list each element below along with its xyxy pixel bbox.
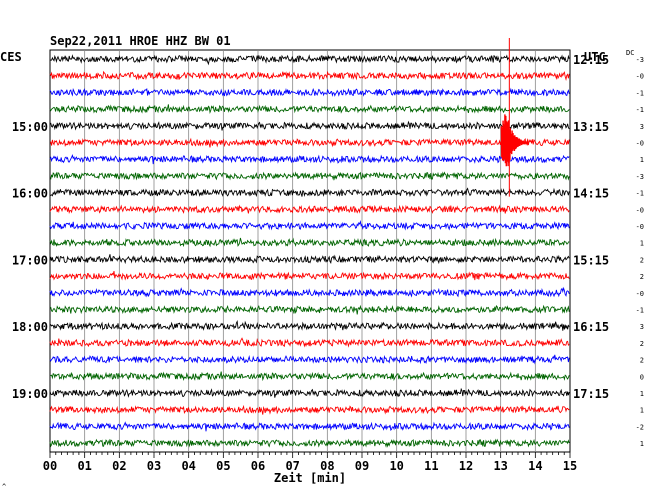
dc-offset-label: -1 <box>636 190 644 198</box>
right-hour-label: 14:15 <box>573 187 609 201</box>
trace-row <box>49 254 570 265</box>
right-timezone-label: UTC <box>584 50 606 64</box>
trace-labels: 15:00 16:00 17:00 18:00 19:00 12:15 13:15 14:15… <box>12 53 644 448</box>
left-hour-label: 17:00 <box>12 253 48 267</box>
dc-offset-label: -3 <box>636 173 644 181</box>
event-waveform <box>500 114 529 167</box>
trace-row <box>49 304 570 315</box>
dc-offset-label: 2 <box>640 273 644 281</box>
trace-row <box>49 438 570 448</box>
x-tick-label: 15 <box>563 459 577 473</box>
left-hour-label: 16:00 <box>12 187 48 201</box>
trace-row <box>49 54 570 66</box>
trace-row <box>49 286 570 298</box>
dc-offset-label: 1 <box>640 407 644 415</box>
corner-mark: ^ <box>2 483 6 491</box>
dc-offset-label: -1 <box>636 307 644 315</box>
dc-offset-label: -2 <box>636 423 644 431</box>
dc-offset-label: -0 <box>636 290 644 298</box>
x-tick-label: 14 <box>528 459 542 473</box>
dc-offset-label: 1 <box>640 156 644 164</box>
x-tick-label: 10 <box>389 459 403 473</box>
trace-row <box>49 271 570 281</box>
trace-row <box>49 120 570 131</box>
right-hour-label: 12:15 <box>573 53 609 67</box>
trace-row <box>49 219 570 231</box>
trace-row <box>49 87 570 97</box>
trace-row <box>49 320 570 331</box>
x-tick-label: 06 <box>251 459 265 473</box>
x-tick-label: 04 <box>181 459 195 473</box>
minute-grid <box>84 50 536 452</box>
x-tick-label: 01 <box>77 459 91 473</box>
dc-offset-label: -0 <box>636 206 644 214</box>
dc-offset-label: 3 <box>640 323 644 331</box>
right-hour-label: 13:15 <box>573 120 609 134</box>
x-tick-label: 05 <box>216 459 230 473</box>
plot-title: Sep22,2011 HROE HHZ BW 01 <box>50 34 231 48</box>
dc-offset-label: -0 <box>636 73 644 81</box>
x-tick-label: 02 <box>112 459 126 473</box>
x-tick-label: 03 <box>147 459 161 473</box>
seismic-traces <box>49 54 570 448</box>
dc-offset-label: -3 <box>636 56 644 64</box>
trace-row <box>49 387 570 398</box>
x-axis-label: Zeit [min] <box>274 471 346 485</box>
x-axis: 00 01 02 03 04 05 06 07 08 09 10 11 12 13 14 15 <box>43 452 577 473</box>
trace-row <box>49 421 570 432</box>
trace-row <box>49 70 570 81</box>
dc-offset-label: 3 <box>640 123 644 131</box>
dc-offset-label: 1 <box>640 390 644 398</box>
dc-offset-label: -1 <box>636 106 644 114</box>
left-hour-label: 19:00 <box>12 387 48 401</box>
x-tick-label: 07 <box>285 459 299 473</box>
right-hour-label: 17:15 <box>573 387 609 401</box>
dc-offset-label: -0 <box>636 223 644 231</box>
dc-offset-label: -1 <box>636 89 644 97</box>
trace-row <box>49 354 570 365</box>
trace-row <box>49 371 570 382</box>
left-hour-label: 15:00 <box>12 120 48 134</box>
dc-header-label: DC <box>626 49 634 57</box>
x-tick-label: 12 <box>459 459 473 473</box>
dc-offset-label: 2 <box>640 340 644 348</box>
dc-offset-label: -0 <box>636 140 644 148</box>
x-tick-label: 08 <box>320 459 334 473</box>
dc-offset-label: 2 <box>640 357 644 365</box>
dc-offset-label: 1 <box>640 240 644 248</box>
dc-offset-label: 1 <box>640 440 644 448</box>
trace-row <box>49 154 570 165</box>
trace-row <box>49 171 570 181</box>
x-tick-label: 09 <box>355 459 369 473</box>
trace-row <box>49 187 570 198</box>
left-hour-label: 18:00 <box>12 320 48 334</box>
left-timezone-label: CES <box>0 50 22 64</box>
trace-row <box>49 237 570 248</box>
trace-row <box>49 204 570 214</box>
x-tick-label: 13 <box>493 459 507 473</box>
right-hour-label: 16:15 <box>573 320 609 334</box>
right-hour-label: 15:15 <box>573 253 609 267</box>
dc-offset-label: 0 <box>640 373 644 381</box>
trace-row <box>49 337 570 348</box>
trace-row <box>49 104 570 114</box>
event-signal <box>500 38 529 197</box>
x-tick-label: 11 <box>424 459 438 473</box>
trace-row <box>49 404 570 415</box>
x-tick-label: 00 <box>43 459 57 473</box>
trace-row <box>49 137 570 148</box>
dc-offset-label: 2 <box>640 256 644 264</box>
